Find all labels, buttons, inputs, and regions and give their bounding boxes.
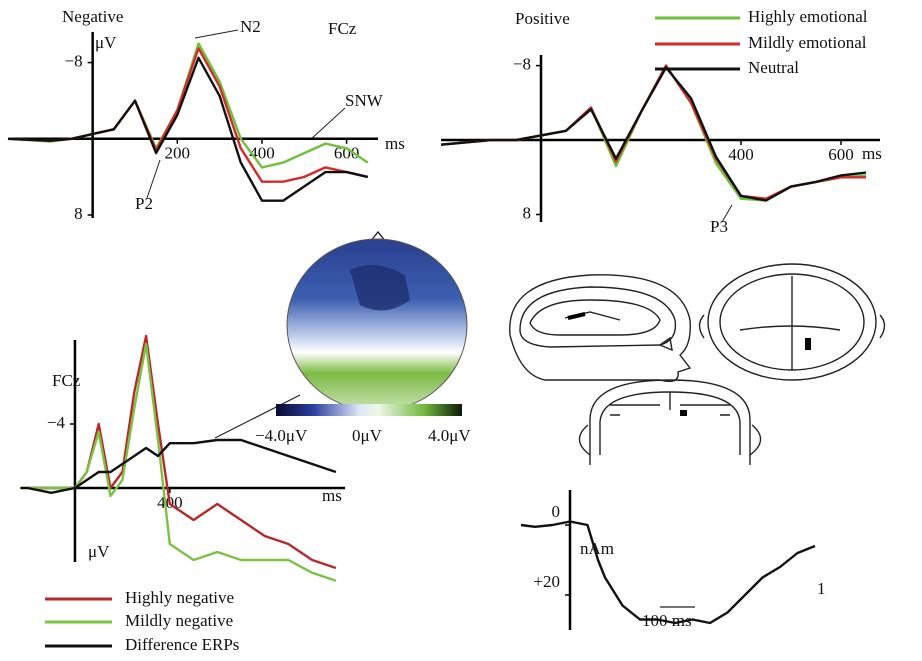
pointer — [309, 107, 346, 141]
annotation: ms — [385, 134, 405, 153]
x-tick-label: 600 — [334, 144, 360, 163]
pointer — [721, 204, 733, 223]
legend-label: Mildly negative — [125, 611, 233, 630]
y-tick-label: 8 — [523, 203, 532, 222]
x-tick-label: 400 — [728, 145, 754, 164]
y-tick-label: −4 — [47, 413, 66, 432]
annotation: μV — [95, 33, 117, 52]
annotation: P3 — [710, 217, 728, 236]
legend-label: Highly negative — [125, 588, 234, 607]
line-series — [7, 56, 369, 202]
x-tick-label: 400 — [249, 144, 275, 163]
line-series — [440, 64, 867, 202]
annotation: SNW — [345, 91, 384, 110]
annotation: Positive — [515, 9, 570, 28]
y-tick-label: −8 — [65, 51, 83, 70]
annotation: Negative — [62, 7, 123, 26]
colorbar-label: −4.0μV — [255, 426, 308, 445]
line-series — [440, 64, 866, 200]
annotation: ms — [322, 486, 342, 505]
line-series — [440, 66, 867, 202]
annotation: FCz — [52, 371, 81, 390]
colorbar-label: 0μV — [352, 426, 383, 445]
pointer — [146, 159, 161, 199]
y-tick-label: 8 — [74, 204, 83, 223]
legend-label: Neutral — [748, 58, 799, 77]
topomap — [214, 230, 468, 439]
x-tick-label: 600 — [828, 145, 854, 164]
line-series — [27, 342, 337, 582]
pointer — [194, 29, 239, 39]
annotation: μV — [88, 542, 110, 561]
annotation: P2 — [135, 194, 153, 213]
x-tick-label: 200 — [165, 144, 191, 163]
brain-diagrams — [509, 263, 886, 465]
colorbar-label: 4.0μV — [428, 426, 471, 445]
annotation: nAm — [580, 539, 614, 558]
legend-label: Difference ERPs — [125, 635, 239, 654]
legend-label: Highly emotional — [748, 7, 868, 26]
annotation: FCz — [328, 19, 357, 38]
line-series — [27, 438, 337, 494]
y-tick-label: −8 — [513, 55, 531, 74]
plots: Negative μV FCz N2 SNW P2 ms Positive ms P3 FCz μV m… — [7, 7, 882, 654]
annotation: ms — [862, 144, 882, 163]
annotation: 1 — [817, 579, 826, 598]
legend-label: Mildly emotional — [748, 33, 867, 52]
y-tick-label: +20 — [533, 572, 560, 591]
y-tick-label: 0 — [552, 502, 561, 521]
annotation: N2 — [240, 17, 261, 36]
line-series — [520, 520, 816, 625]
